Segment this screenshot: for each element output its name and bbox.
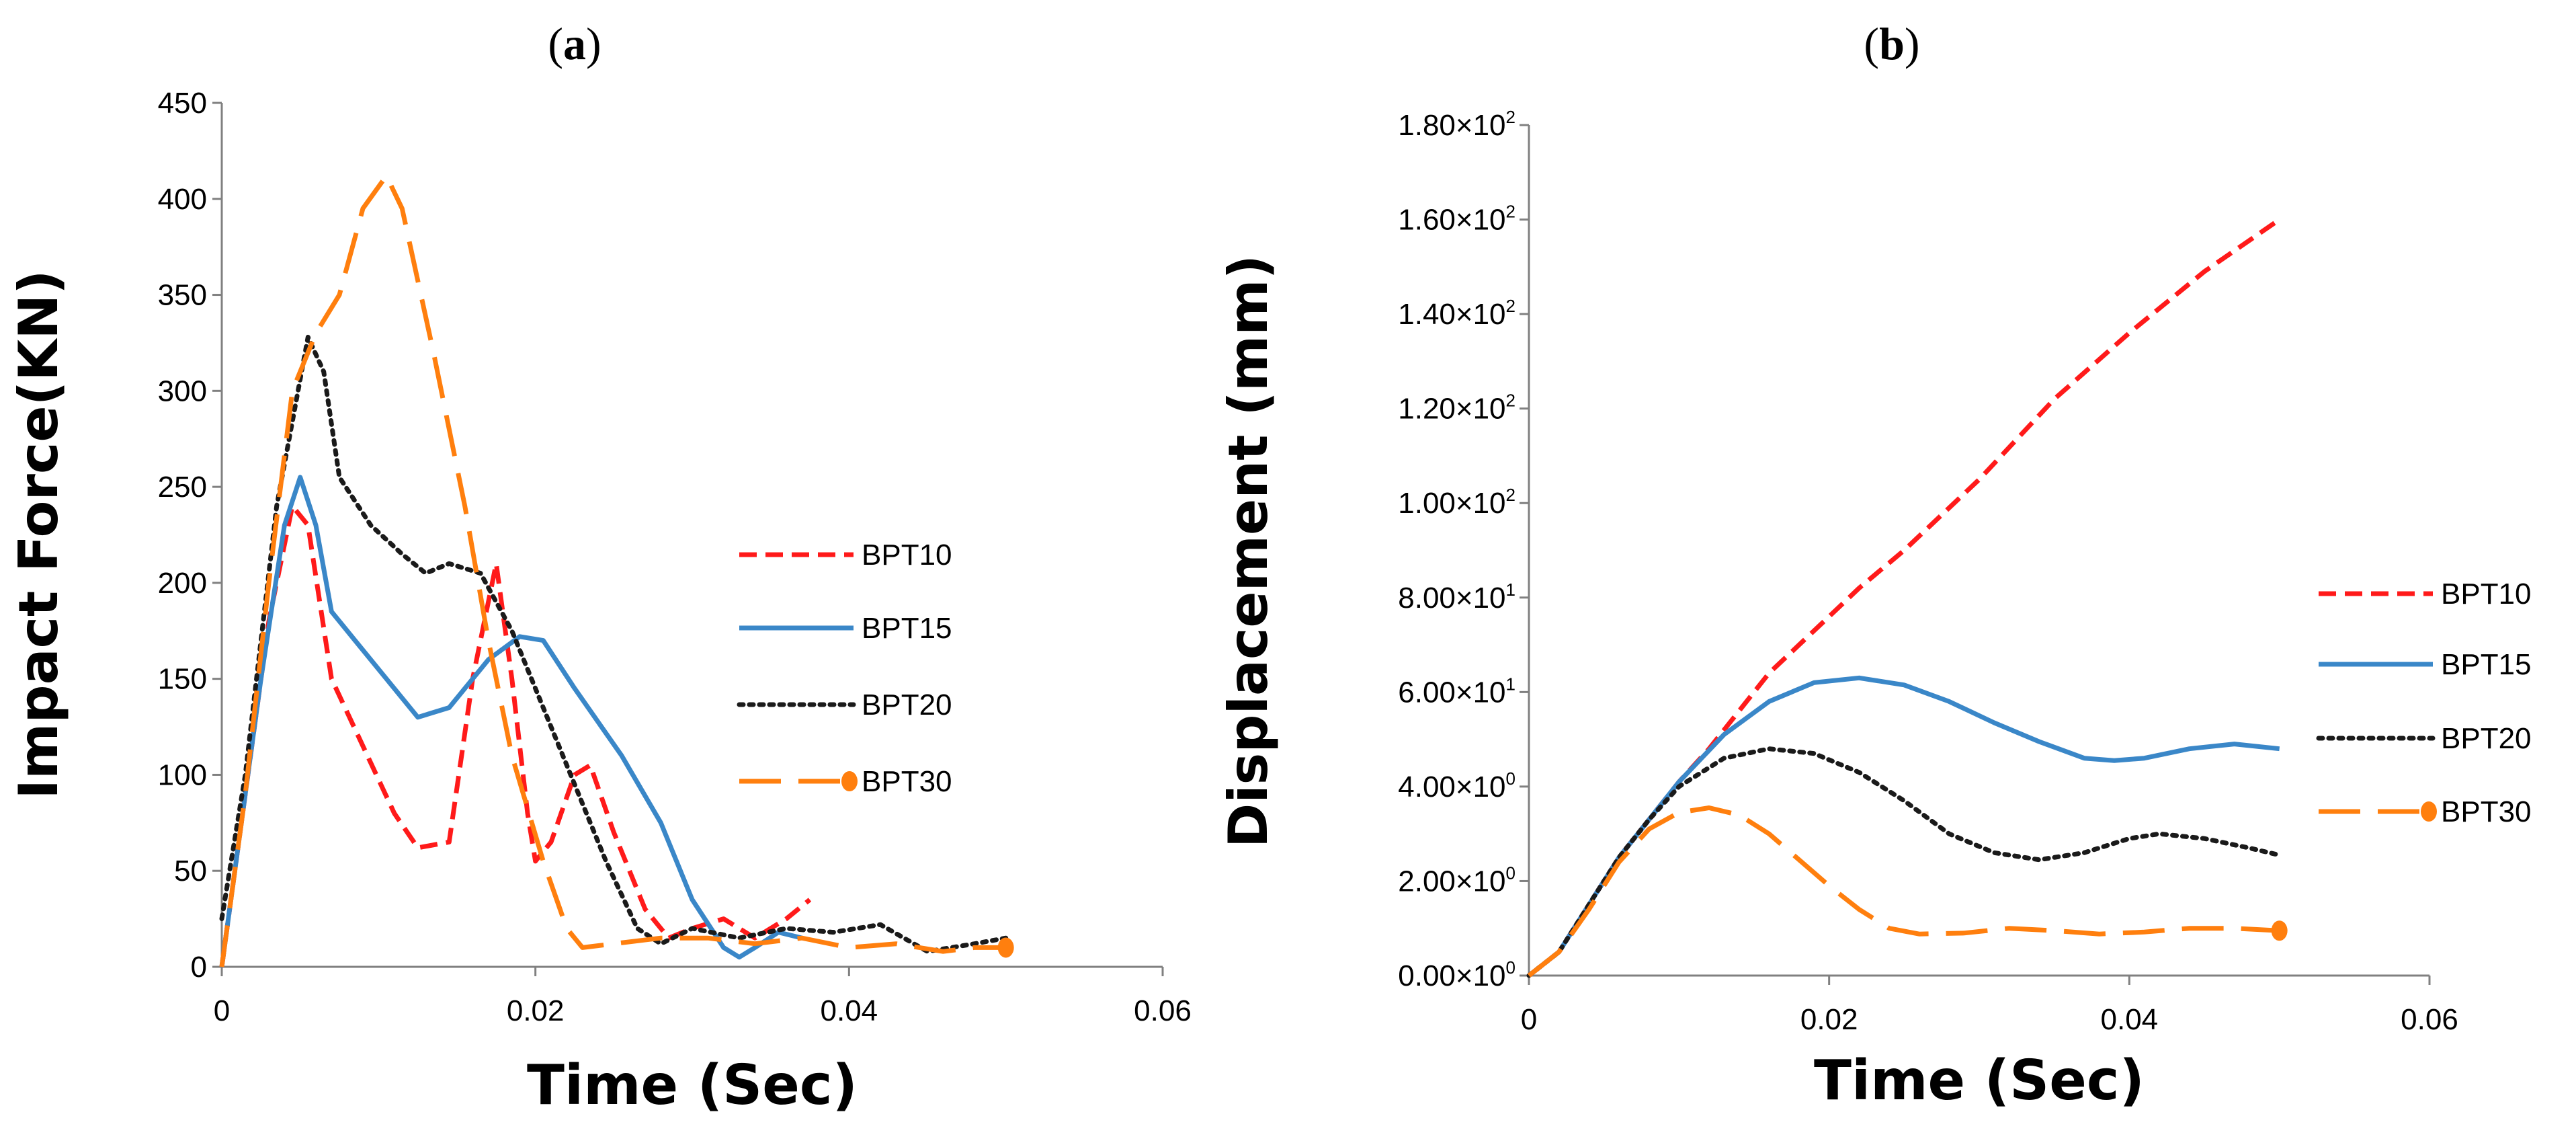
y-tick-label: 4.00×100	[1398, 768, 1515, 803]
panel-label-letter: b	[1879, 18, 1905, 69]
legend-label-bpt20: BPT20	[862, 688, 952, 721]
series-line-bpt10	[219, 504, 812, 967]
y-tick-mantissa: 0.00×10	[1398, 959, 1505, 992]
series-line-bpt10	[1527, 217, 2281, 978]
y-tick-label: 150	[158, 663, 207, 696]
y-tick-label: 50	[174, 855, 207, 887]
y-tick-exponent: 0	[1506, 957, 1515, 978]
series-line-bpt20	[1526, 746, 2282, 978]
y-tick-label: 1.40×102	[1398, 296, 1515, 331]
y-tick-exponent: 1	[1506, 580, 1515, 600]
chart-panel-b: (b)0.00×1002.00×1004.00×1006.00×1018.00×…	[1217, 18, 2532, 1113]
panel-label-close-paren: )	[586, 18, 601, 69]
y-tick-label: 100	[158, 758, 207, 791]
x-tick-label: 0	[1521, 1003, 1537, 1036]
y-tick-label: 1.00×102	[1398, 485, 1515, 520]
y-tick-exponent: 2	[1506, 296, 1515, 316]
x-axis-title: Time (Sec)	[527, 1054, 858, 1117]
panel-label: (b)	[1864, 18, 1919, 69]
y-tick-label: 1.20×102	[1398, 391, 1515, 426]
x-tick-label: 0.04	[821, 994, 878, 1027]
y-tick-mantissa: 6.00×10	[1398, 676, 1505, 709]
y-tick-label: 1.80×102	[1398, 107, 1515, 142]
legend-marker-bpt30	[841, 771, 858, 791]
panel-label-close-paren: )	[1905, 18, 1920, 69]
y-tick-label: 400	[158, 183, 207, 216]
y-tick-label: 300	[158, 374, 207, 407]
legend-label-bpt20: BPT20	[2441, 722, 2532, 755]
y-tick-exponent: 2	[1506, 391, 1515, 411]
y-tick-mantissa: 1.60×10	[1398, 204, 1505, 237]
y-tick-label: 6.00×101	[1398, 674, 1515, 709]
series-line-bpt15	[1527, 675, 2280, 978]
series-end-marker-bpt30	[997, 937, 1014, 958]
y-tick-label: 0	[191, 951, 207, 984]
y-tick-mantissa: 1.00×10	[1398, 487, 1505, 520]
y-tick-label: 1.60×102	[1398, 202, 1515, 237]
x-tick-label: 0	[214, 994, 230, 1027]
y-tick-exponent: 0	[1506, 768, 1515, 789]
panel-label-open-paren: (	[1864, 18, 1879, 69]
y-tick-exponent: 0	[1506, 863, 1515, 883]
y-tick-mantissa: 4.00×10	[1398, 770, 1505, 803]
y-tick-label: 450	[158, 87, 207, 120]
series-line-bpt15	[219, 475, 803, 967]
y-tick-mantissa: 2.00×10	[1398, 865, 1505, 898]
y-tick-mantissa: 1.80×10	[1398, 109, 1505, 142]
x-tick-label: 0.02	[1800, 1003, 1858, 1036]
x-tick-label: 0.02	[507, 994, 565, 1027]
legend-label-bpt15: BPT15	[2441, 648, 2532, 681]
y-tick-exponent: 2	[1506, 202, 1515, 222]
y-tick-label: 250	[158, 471, 207, 504]
y-tick-mantissa: 8.00×10	[1398, 582, 1505, 615]
x-axis-title: Time (Sec)	[1814, 1049, 2145, 1113]
y-axis-title: Impact Force(KN)	[7, 270, 70, 799]
x-tick-label: 0.04	[2101, 1003, 2159, 1036]
y-tick-mantissa: 1.20×10	[1398, 393, 1505, 426]
y-tick-label: 200	[158, 567, 207, 600]
y-tick-exponent: 2	[1506, 107, 1515, 127]
legend-label-bpt10: BPT10	[862, 539, 952, 571]
legend-label-bpt30: BPT30	[862, 765, 952, 798]
panel-label-open-paren: (	[548, 18, 563, 69]
panel-label-letter: a	[563, 18, 586, 69]
y-tick-label: 8.00×101	[1398, 580, 1515, 615]
y-tick-label: 0.00×100	[1398, 957, 1515, 992]
legend: BPT10 BPT15 BPT20 BPT30	[2316, 578, 2532, 828]
y-tick-exponent: 2	[1506, 485, 1515, 505]
legend-label-bpt15: BPT15	[862, 612, 952, 645]
x-tick-label: 0.06	[2401, 1003, 2458, 1036]
series-line-bpt20	[219, 334, 1009, 954]
legend-marker-bpt30	[2421, 801, 2437, 822]
legend: BPT10 BPT15 BPT20 BPT30	[737, 539, 952, 798]
y-axis-title: Displacement (mm)	[1217, 255, 1280, 848]
panel-label: (a)	[548, 18, 601, 69]
series-line-bpt30	[1527, 805, 2280, 978]
y-tick-exponent: 1	[1506, 674, 1515, 694]
y-tick-label: 350	[158, 279, 207, 312]
chart-panel-a: (a) 0 50 100 150 200 250 300 350 400 450 0 0.02 0.04 0…	[7, 18, 1192, 1117]
legend-label-bpt10: BPT10	[2441, 578, 2532, 610]
y-tick-mantissa: 1.40×10	[1398, 298, 1505, 331]
y-tick-label: 2.00×100	[1398, 863, 1515, 898]
series-end-marker-bpt30	[2271, 920, 2288, 941]
legend-label-bpt30: BPT30	[2441, 795, 2532, 828]
x-tick-label: 0.06	[1134, 994, 1192, 1027]
